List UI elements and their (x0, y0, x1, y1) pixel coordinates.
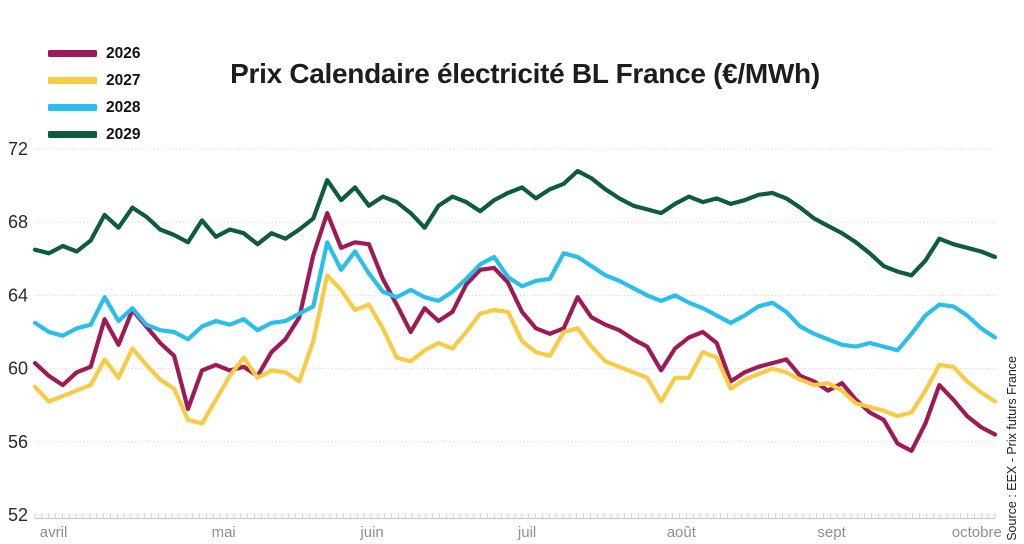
legend-label-2029: 2029 (106, 125, 141, 143)
legend-swatch-2029 (48, 131, 97, 138)
y-tick-label-60: 60 (8, 359, 28, 379)
legend-item-2029: 2029 (48, 121, 140, 148)
month-label-avril: avril (40, 524, 68, 541)
series-line-2026 (32, 211, 998, 453)
legend-label-2026: 2026 (106, 44, 141, 62)
legend: 2026 2027 2028 2029 (48, 40, 140, 148)
legend-item-2027: 2027 (48, 67, 140, 94)
legend-label-2027: 2027 (106, 71, 141, 89)
legend-label-2028: 2028 (106, 98, 141, 116)
y-tick-label-52: 52 (8, 505, 28, 525)
month-label-mai: mai (212, 524, 236, 541)
series-line-2028 (32, 240, 998, 353)
series-line-2027 (32, 273, 998, 426)
month-label-juin: juin (359, 524, 383, 541)
legend-item-2028: 2028 (48, 94, 140, 121)
y-tick-label-68: 68 (8, 212, 28, 232)
legend-item-2026: 2026 (48, 40, 140, 67)
chart-title: Prix Calendaire électricité BL France (€… (230, 58, 820, 89)
month-label-août: août (667, 524, 697, 541)
y-tick-label-56: 56 (8, 432, 28, 452)
month-label-juil: juil (517, 524, 536, 541)
month-label-sept: sept (817, 524, 846, 541)
legend-swatch-2028 (48, 104, 97, 111)
series-line-2029 (32, 168, 998, 278)
legend-swatch-2027 (48, 77, 97, 84)
y-tick-label-72: 72 (8, 139, 28, 159)
y-tick-label-64: 64 (8, 285, 28, 305)
source-caption: Source : EEX - Prix futurs France (1005, 356, 1019, 541)
month-label-octobre: octobre (952, 524, 1002, 541)
legend-swatch-2026 (48, 50, 97, 57)
